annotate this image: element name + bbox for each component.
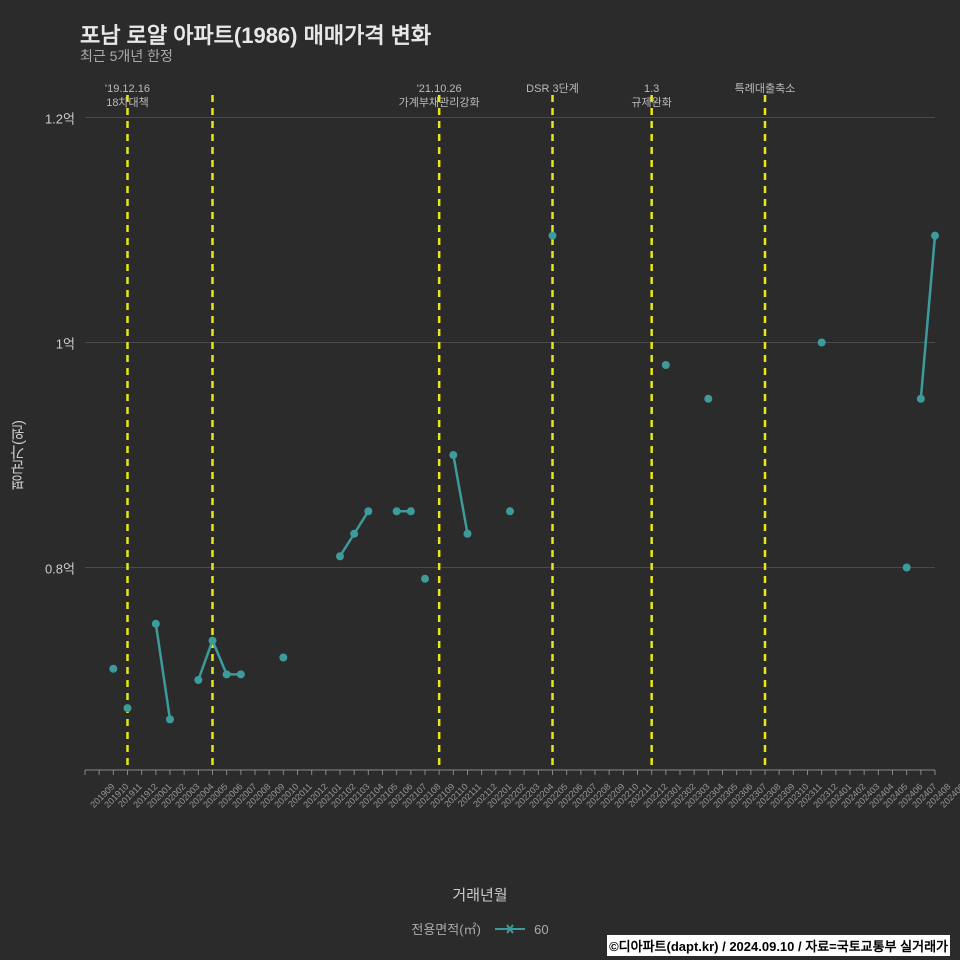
event-label: 특례대출축소 (735, 82, 796, 96)
y-tick-label: 0.8억 (45, 558, 75, 577)
legend-marker (495, 923, 525, 938)
legend-title: 전용면적(㎡) (411, 922, 481, 937)
y-axis-label: 평균가(원) (8, 420, 29, 490)
x-axis-label: 거래년월 (0, 884, 960, 905)
event-label: '21.10.26가계부채관리강화 (399, 82, 480, 111)
legend-series-label: 60 (534, 922, 548, 937)
event-label: DSR 3단계 (526, 82, 579, 96)
y-tick-label: 1억 (56, 333, 75, 352)
event-label: '19.12.1618차대책 (105, 82, 150, 111)
event-label: 1.3규제완화 (631, 82, 671, 111)
y-tick-label: 1.2억 (45, 108, 75, 127)
footer-credit: ©디아파트(dapt.kr) / 2024.09.10 / 자료=국토교통부 실… (607, 935, 950, 956)
chart-plot (80, 75, 940, 835)
chart-subtitle: 최근 5개년 한정 (80, 46, 173, 66)
